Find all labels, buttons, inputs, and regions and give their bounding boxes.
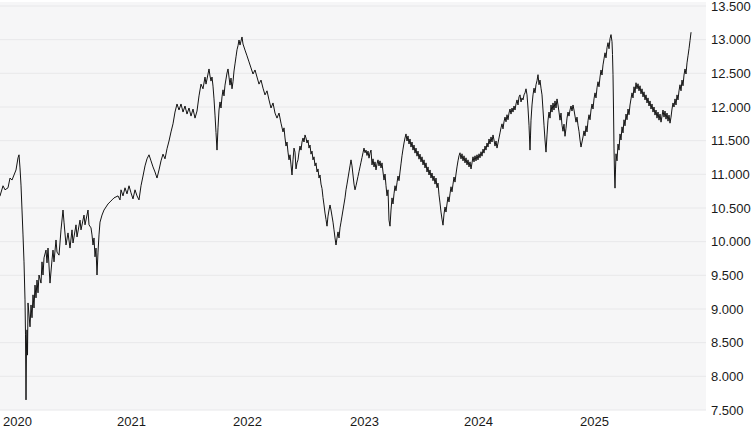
y-axis-label: 13.000	[711, 32, 751, 47]
y-axis-label: 13.500	[711, 0, 751, 14]
y-axis-label: 12.500	[711, 66, 751, 81]
y-axis-label: 8.500	[711, 335, 744, 350]
y-axis-label: 12.000	[711, 100, 751, 115]
price-chart: 13.500 13.000 12.500 12.000 11.500 11.000 10.5…	[0, 0, 753, 430]
y-axis-label: 7.500	[711, 403, 744, 418]
y-axis-label: 11.000	[711, 167, 750, 182]
x-axis-label: 2024	[464, 414, 493, 429]
x-axis-label: 2022	[233, 414, 262, 429]
chart-screen: 13.500 13.000 12.500 12.000 11.500 11.000 10.5…	[0, 0, 753, 430]
y-axis-label: 10.500	[711, 201, 751, 216]
y-axis-label: 10.000	[711, 234, 751, 249]
x-axis-label: 2021	[117, 414, 146, 429]
y-axis-label: 8.000	[711, 369, 744, 384]
y-axis-label: 11.500	[711, 133, 750, 148]
x-axis-label: 2025	[580, 414, 609, 429]
y-axis-label: 9.500	[711, 268, 744, 283]
y-axis-label: 9.000	[711, 302, 744, 317]
x-axis-label: 2020	[3, 414, 32, 429]
plot-background	[0, 2, 706, 410]
x-axis-label: 2023	[350, 414, 379, 429]
